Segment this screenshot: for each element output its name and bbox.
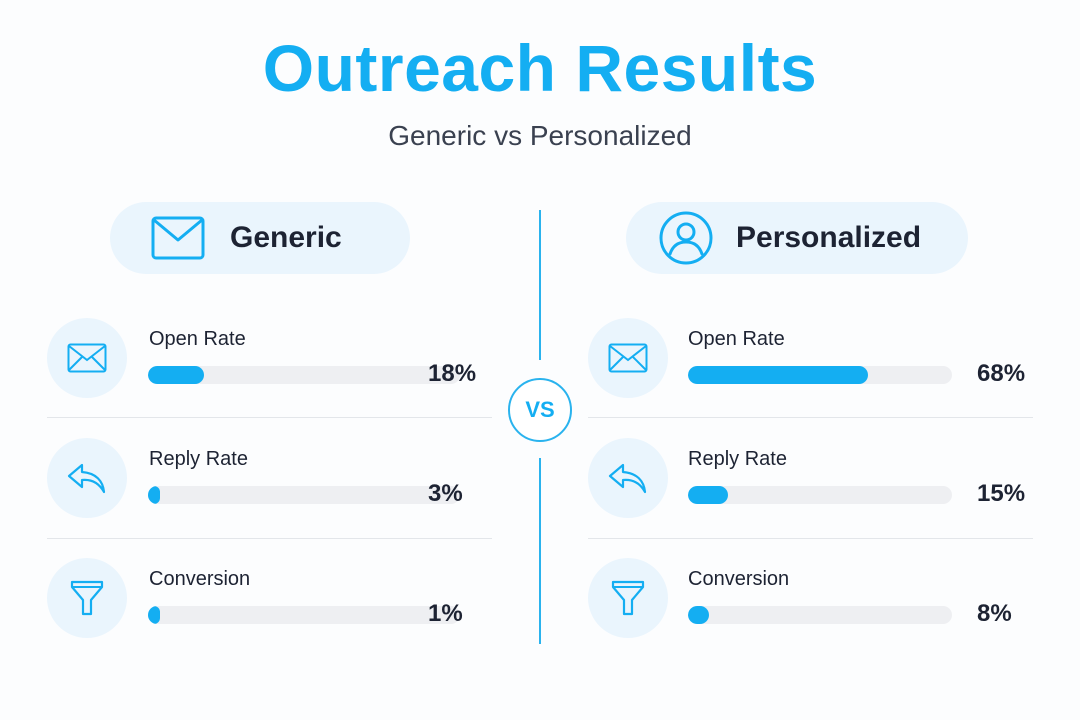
personalized-column-header: Personalized [626, 202, 968, 274]
user-profile-icon [658, 210, 714, 266]
row-separator [588, 538, 1033, 539]
row-separator [47, 417, 492, 418]
page-subtitle: Generic vs Personalized [388, 120, 692, 151]
progress-bar-fill [688, 606, 710, 624]
funnel-icon [588, 558, 668, 638]
row-separator [47, 538, 492, 539]
center-divider-top [539, 210, 541, 360]
metric-row-reply-rate: Reply Rate 3% [47, 418, 497, 538]
progress-bar-track [148, 486, 460, 504]
metric-label: Conversion [149, 568, 251, 590]
metric-row-reply-rate: Reply Rate 15% [588, 418, 1038, 538]
metric-value: 8% [977, 600, 1012, 627]
generic-column-label: Generic [230, 221, 342, 254]
progress-bar-track [688, 606, 952, 624]
personalized-column-label: Personalized [736, 221, 922, 254]
envelope-icon [47, 318, 127, 398]
progress-bar-fill [688, 486, 728, 504]
metric-row-conversion: Conversion 1% [47, 538, 497, 658]
metric-value: 1% [428, 600, 463, 627]
vs-badge: VS [508, 378, 572, 442]
progress-bar-track [148, 606, 460, 624]
metric-label: Conversion [688, 568, 790, 590]
metric-value: 18% [428, 360, 477, 387]
generic-column-header: Generic [110, 202, 410, 274]
envelope-icon [588, 318, 668, 398]
progress-bar-fill [148, 486, 160, 504]
reply-arrow-icon [47, 438, 127, 518]
metric-label: Reply Rate [149, 448, 248, 470]
metric-row-open-rate: Open Rate 68% [588, 298, 1038, 418]
metric-value: 15% [977, 480, 1026, 507]
page-title: Outreach Results [262, 31, 818, 105]
metric-row-open-rate: Open Rate 18% [47, 298, 497, 418]
metric-label: Reply Rate [688, 448, 787, 470]
metric-row-conversion: Conversion 8% [588, 538, 1038, 658]
progress-bar-fill [148, 606, 160, 624]
metric-value: 68% [977, 360, 1026, 387]
progress-bar-track [148, 366, 460, 384]
metric-label: Open Rate [149, 328, 246, 350]
progress-bar-track [688, 486, 952, 504]
metric-label: Open Rate [688, 328, 785, 350]
row-separator [588, 417, 1033, 418]
funnel-icon [47, 558, 127, 638]
reply-arrow-icon [588, 438, 668, 518]
center-divider-bottom [539, 458, 541, 644]
metric-value: 3% [428, 480, 463, 507]
envelope-icon [150, 210, 206, 266]
progress-bar-fill [688, 366, 868, 384]
progress-bar-fill [148, 366, 205, 384]
progress-bar-track [688, 366, 952, 384]
